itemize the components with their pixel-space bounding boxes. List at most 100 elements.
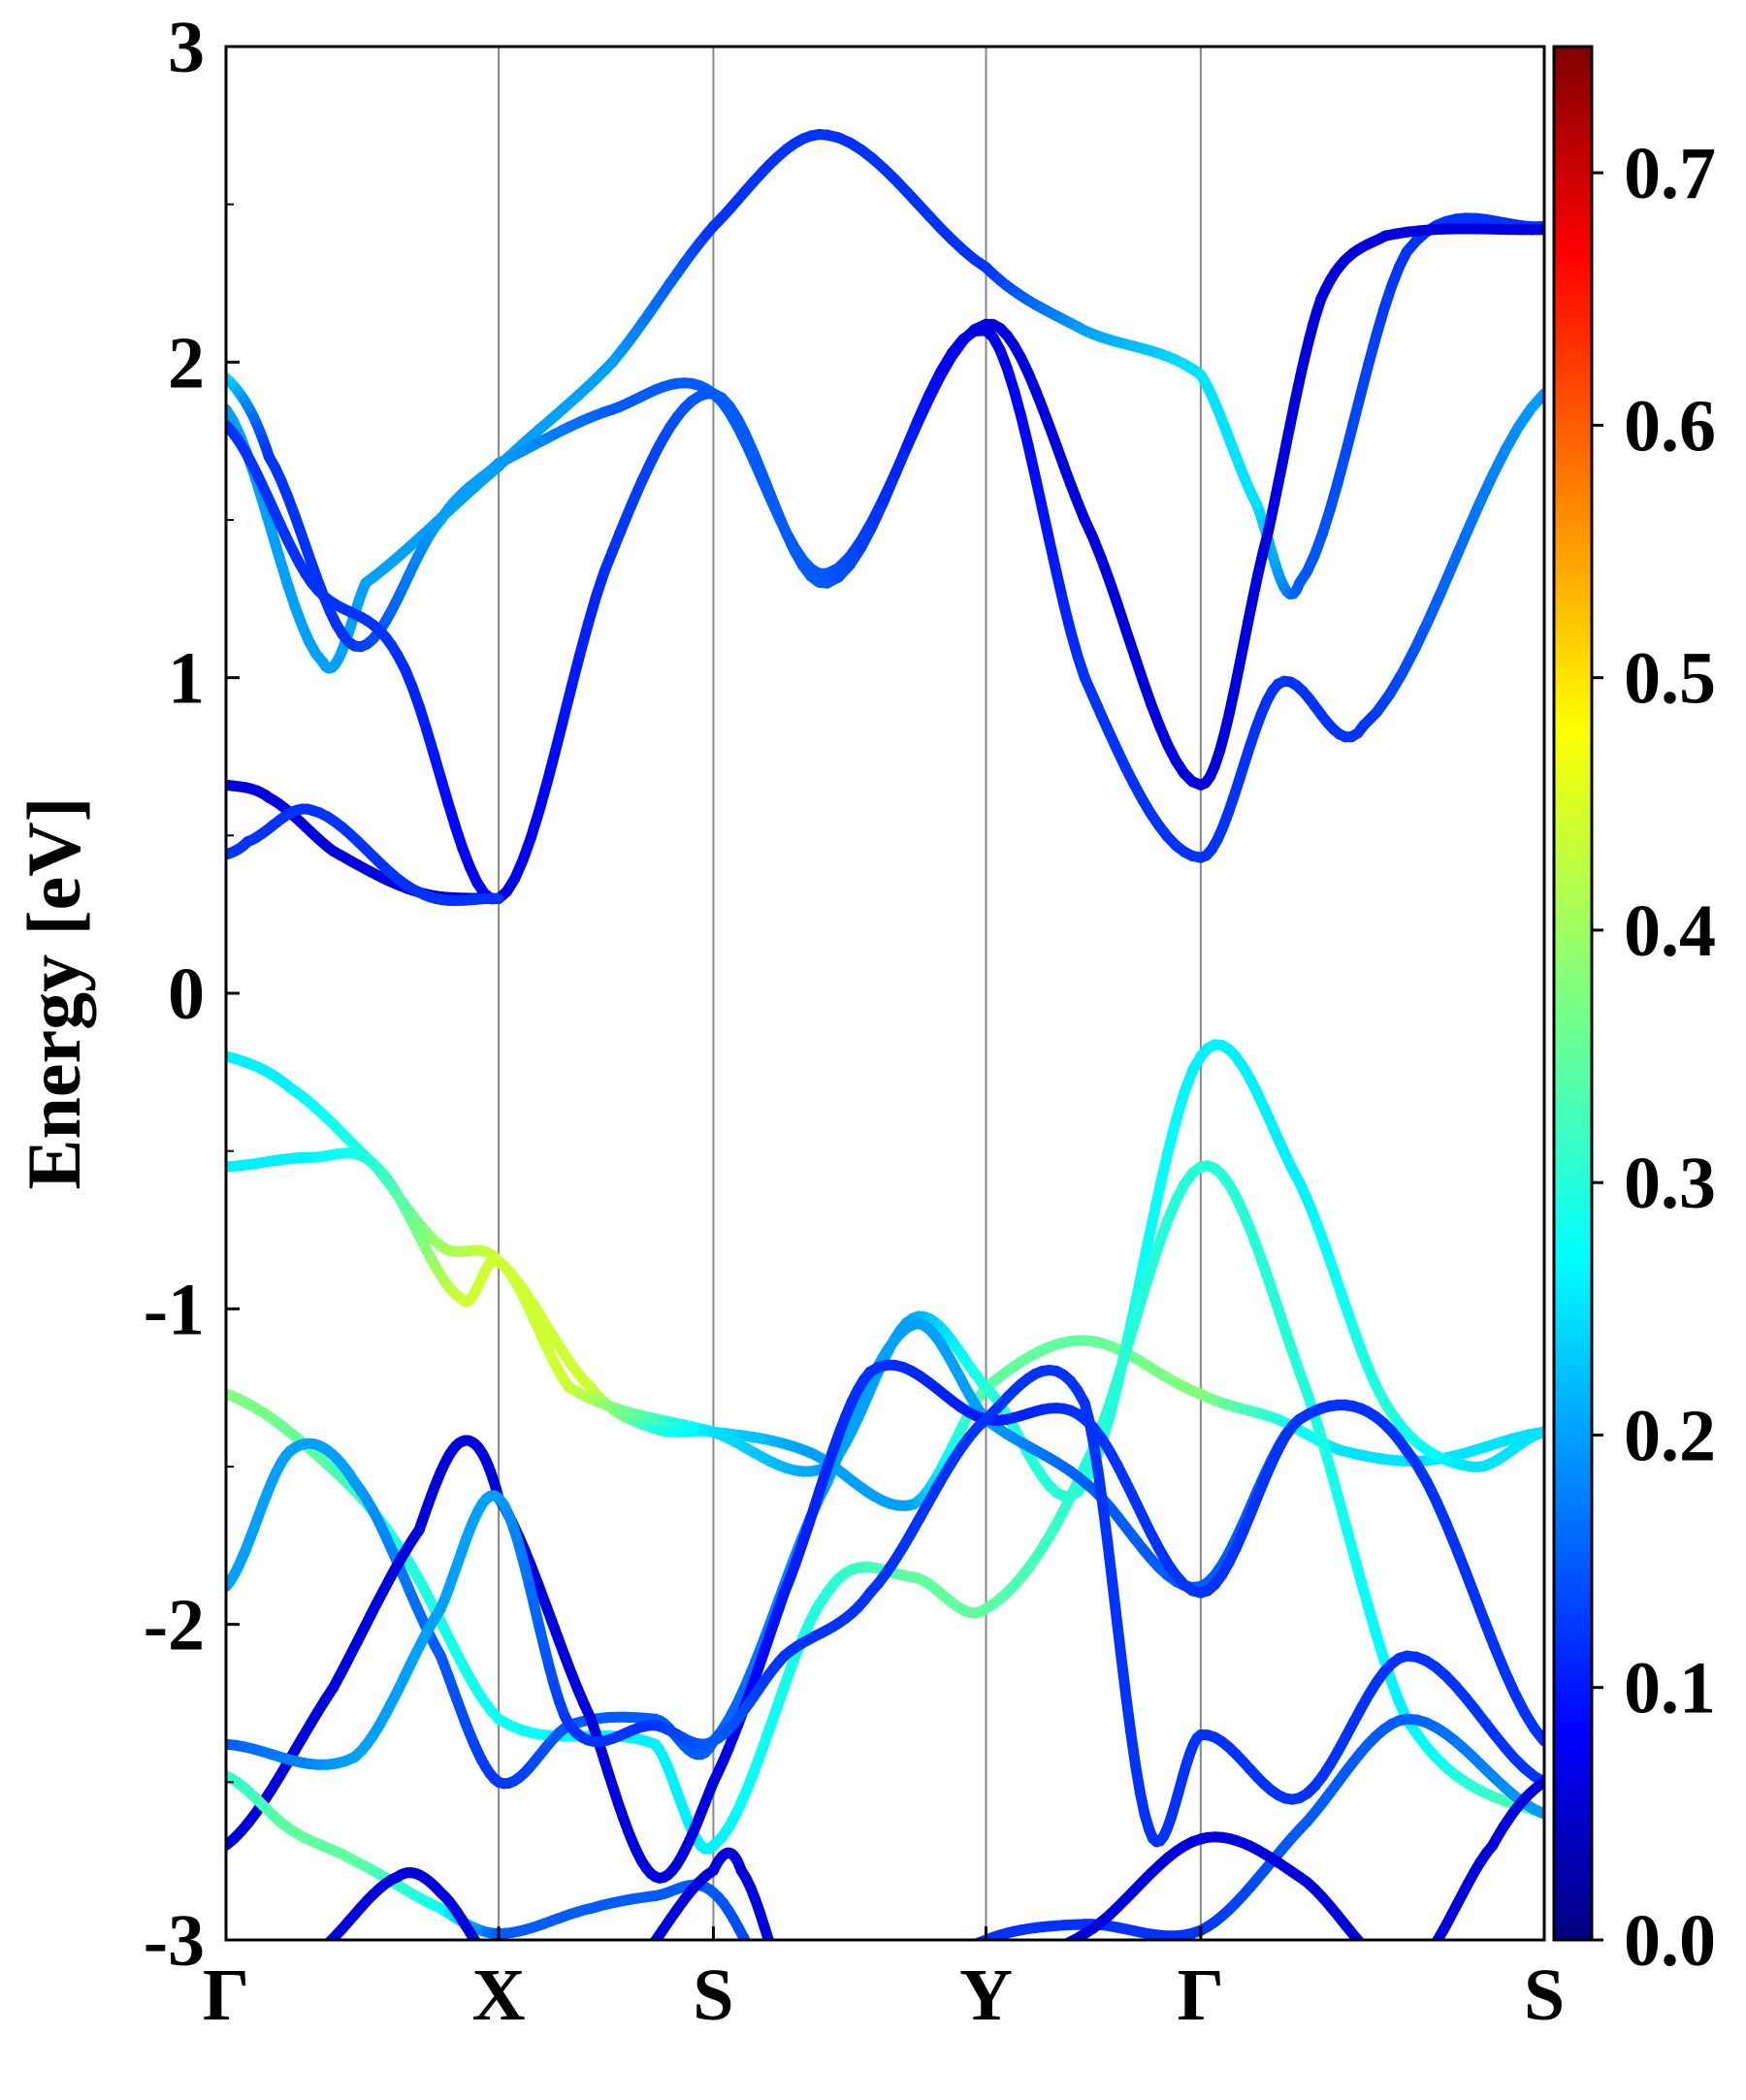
band-segment	[809, 2013, 815, 2014]
band-segment	[896, 2009, 909, 2016]
band-VB-7	[226, 1719, 1544, 2014]
band-segment	[532, 1985, 539, 1987]
band-VB-2	[226, 1045, 1544, 1497]
x-tick-label: S	[693, 1955, 733, 2036]
band-segment	[1413, 1964, 1419, 1969]
band-segment	[1376, 1959, 1384, 1965]
band-segment	[580, 1994, 588, 1995]
band-segment	[324, 1941, 330, 1947]
band-segment	[275, 1967, 281, 1968]
band-segment	[749, 1948, 754, 1957]
band-segment	[1419, 1958, 1425, 1965]
band-segment	[1432, 1940, 1438, 1950]
y-tick-label: -2	[144, 1585, 205, 1666]
band-segment	[1028, 1955, 1035, 1956]
band-segment	[961, 1947, 970, 1952]
band-segment	[792, 2012, 796, 2021]
band-segment	[769, 1985, 774, 1992]
band-segment	[588, 1992, 596, 1993]
band-segment	[796, 2021, 801, 2029]
band-segment	[778, 1972, 783, 1987]
band-segment	[1151, 1189, 1160, 1228]
band-CB-top-a	[226, 135, 1544, 668]
band-segment	[870, 2022, 883, 2028]
band-segment	[903, 1984, 912, 1988]
colorbar: 0.00.10.20.30.40.50.60.7	[1554, 47, 1716, 1982]
band-segment	[769, 1941, 774, 1956]
band-segment	[300, 1959, 306, 1962]
band-VB-4	[226, 1324, 1544, 1784]
colorbar-tick-label: 0.3	[1624, 1143, 1716, 1224]
band-segment	[281, 1965, 287, 1966]
band-segment	[1425, 1950, 1431, 1957]
y-tick-label: 2	[168, 322, 205, 404]
band-segment	[1035, 1953, 1042, 1955]
colorbar-tick-label: 0.7	[1624, 133, 1716, 214]
colorbar-tick-label: 0.5	[1624, 638, 1716, 720]
band-segment	[833, 2013, 839, 2014]
band-segment	[612, 1983, 619, 1987]
band-segment	[1121, 1661, 1126, 1698]
band-segment	[269, 1968, 275, 1969]
band-segment	[634, 1960, 641, 1969]
band-segment	[783, 1987, 788, 2000]
y-tick-label: 0	[168, 953, 205, 1035]
band-VB-1	[226, 1056, 1544, 1505]
band-segment	[1043, 1951, 1050, 1953]
band-segment	[627, 1969, 633, 1977]
band-segment	[1103, 1508, 1108, 1544]
band-segment	[287, 1963, 293, 1965]
y-tick-label: 3	[168, 7, 205, 88]
band-segment	[312, 1952, 318, 1955]
band-segment	[879, 1997, 888, 2001]
band-segment	[1532, 394, 1544, 408]
band-segment	[870, 2000, 879, 2003]
band-VB-8	[226, 1782, 1544, 2037]
y-tick-label: -3	[144, 1900, 205, 1982]
x-tick-label: Γ	[1178, 1955, 1224, 2036]
band-segment	[604, 1987, 612, 1990]
band-segment	[1535, 1728, 1544, 1741]
band-segment	[1384, 1965, 1392, 1969]
plot-frame	[226, 47, 1544, 1940]
x-tick-label: Y	[959, 1955, 1013, 2036]
band-segment	[1392, 1969, 1400, 1971]
band-segment	[796, 2010, 802, 2012]
band-segment	[909, 2002, 922, 2009]
colorbar-gradient	[1554, 47, 1592, 1940]
band-segment	[788, 1999, 792, 2011]
band-segment	[774, 1992, 779, 1998]
band-segment	[759, 1967, 763, 1976]
band-segment	[318, 1947, 324, 1952]
band-segment	[1015, 1958, 1021, 1960]
band-segment	[1050, 1948, 1056, 1951]
band-segment	[478, 1946, 482, 1953]
band-segment	[857, 2005, 863, 2007]
band-segment	[844, 2032, 857, 2035]
band-segment	[887, 1993, 895, 1997]
band-lines	[226, 135, 1544, 2038]
x-tick-label: X	[472, 1955, 526, 2036]
band-segment	[791, 2007, 796, 2010]
colorbar-tick-label: 0.4	[1624, 890, 1716, 972]
band-segment	[864, 2003, 870, 2005]
x-tick-label: Γ	[203, 1955, 249, 2036]
band-segment	[773, 1956, 778, 1972]
band-segment	[556, 1991, 564, 1993]
band-segment	[1361, 1944, 1369, 1953]
band-CB-mid	[226, 331, 1544, 899]
band-segment	[806, 2035, 819, 2038]
band-segment	[754, 1957, 759, 1967]
band-segment	[895, 1988, 904, 1993]
band-segment	[1406, 1969, 1412, 1971]
y-tick-label: -1	[144, 1269, 205, 1350]
band-segment	[764, 1976, 769, 1985]
band-segment	[802, 2012, 808, 2014]
band-segment	[1117, 1622, 1122, 1661]
band-segment	[257, 1969, 263, 1970]
colorbar-tick-label: 0.2	[1624, 1395, 1716, 1476]
x-tick-label: S	[1524, 1955, 1565, 2036]
band-segment	[1535, 1809, 1544, 1814]
band-segment	[936, 1961, 945, 1967]
